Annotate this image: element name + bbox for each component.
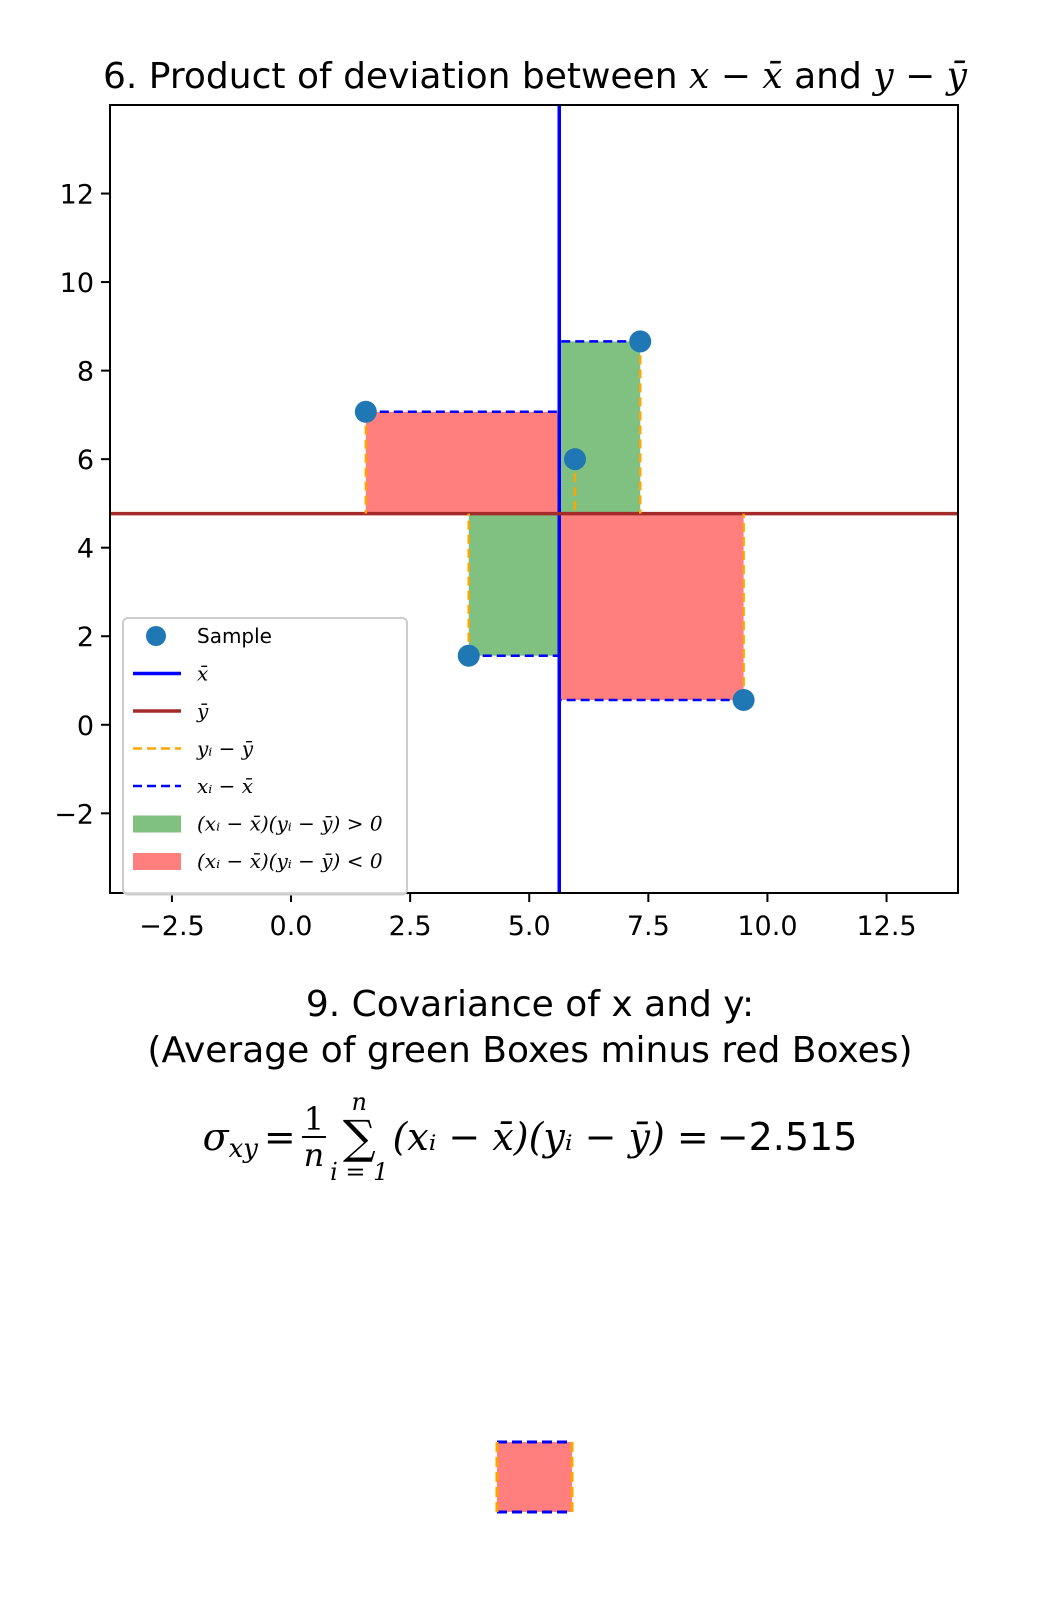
sample-point [732,688,755,711]
y-tick-label: 4 [77,534,94,565]
covariance-title-line1: 9. Covariance of x and y: [305,984,755,1025]
legend-label: (xᵢ − x̄)(yᵢ − ȳ) < 0 [197,849,383,873]
fraction-denominator: n [303,1136,325,1174]
negative-product-box [365,411,560,514]
legend-label: xᵢ − x̄ [197,774,253,798]
y-tick-label: 6 [77,445,94,476]
legend-label: ȳ [196,699,209,723]
sample-point [629,330,652,353]
plot-area: −2.5 0.0 2.5 5.0 7.5 10.0 12.5 −2 0 2 4 6 8 10 12 [54,104,959,942]
sum-expression: (xᵢ − x̄)(yᵢ − ȳ) = [392,1115,709,1159]
legend-label: Sample [197,624,272,648]
sigma-subscript: xy [228,1134,258,1164]
legend-label: (xᵢ − x̄)(yᵢ − ȳ) > 0 [197,812,383,836]
x-tick-label: 12.5 [856,911,916,942]
legend-label: x̄ [197,662,208,686]
sigma-symbol: σ [202,1115,229,1159]
y-tick-label: 2 [77,622,94,653]
legend-label: yᵢ − ȳ [196,737,254,761]
positive-product-box [559,341,641,514]
chart-title: 6. Product of deviation between x − x̄ a… [103,56,968,97]
y-tick-label: 12 [60,180,94,211]
sample-point [563,448,586,471]
covariance-formula: σ xy = 1 n n ∑ i = 1 (xᵢ − x̄)(yᵢ − ȳ) =… [0,1082,1060,1192]
negative-product-box [559,513,744,700]
legend-marker-sample [146,626,166,646]
x-tick-label: 7.5 [627,911,670,942]
x-tick-label: 0.0 [270,911,313,942]
bottom-negative-box-swatch [495,1440,574,1514]
sum-symbol: ∑ [342,1110,376,1164]
equals-sign-1: = [263,1115,296,1159]
covariance-value: −2.515 [716,1115,858,1159]
y-tick-label: 8 [77,357,94,388]
x-tick-label: 2.5 [389,911,432,942]
y-tick-label: 10 [60,268,94,299]
x-tick-label: −2.5 [139,911,205,942]
x-tick-label: 5.0 [508,911,551,942]
sample-point [457,644,480,667]
fraction-numerator: 1 [301,1100,327,1138]
plot-frame [109,104,959,894]
sum-upper-limit: n [351,1088,368,1116]
legend-patch-handle [133,815,181,833]
positive-product-box [468,513,560,656]
fraction: 1 n [301,1100,327,1174]
covariance-title-line2: (Average of green Boxes minus red Boxes) [147,1030,913,1071]
legend-box [122,617,408,896]
x-tick-label: 10.0 [737,911,797,942]
sum-lower-limit: i = 1 [330,1158,389,1186]
summation: n ∑ i = 1 [330,1090,388,1184]
y-tick-label: −2 [54,799,94,830]
plot-content [110,105,958,893]
covariance-title: 9. Covariance of x and y: (Average of gr… [0,982,1060,1074]
legend: Sample x̄ ȳ yᵢ − ȳ xᵢ − x̄ (xᵢ − x̄)(yᵢ − ȳ) … [122,617,408,896]
sample-point [354,400,377,423]
legend-patch-handle [133,853,181,870]
y-tick-label: 0 [77,711,94,742]
swatch-fill [497,1442,572,1512]
